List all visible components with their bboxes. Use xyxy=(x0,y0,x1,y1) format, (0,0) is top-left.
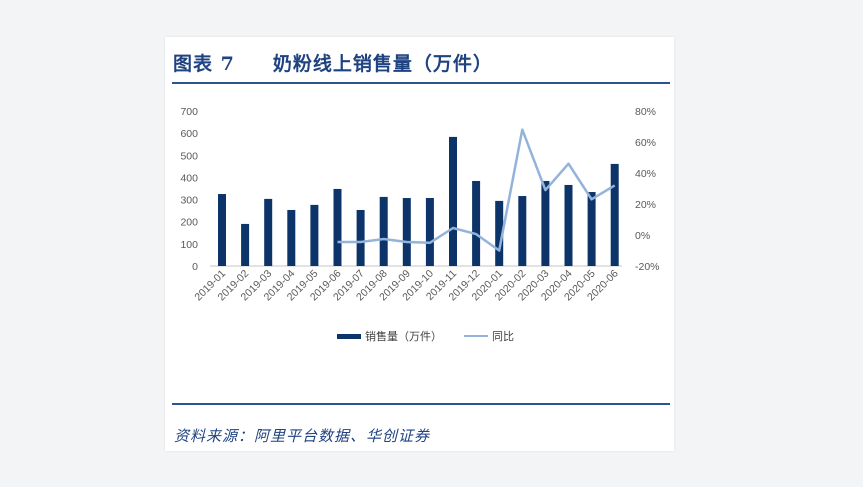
bar-2020-06 xyxy=(610,163,619,266)
bar-2019-03 xyxy=(264,198,273,266)
bar-2019-08 xyxy=(379,196,388,266)
chart-legend: 销售量（万件） 同比 xyxy=(337,328,514,344)
left-axis-tick: 600 xyxy=(180,128,198,140)
chart-area: 0 100 200 300 400 500 600 700 -20% 0% 20% 40% 60% 80%… xyxy=(180,106,660,303)
legend-bar-swatch xyxy=(337,333,361,339)
bar-2020-04 xyxy=(564,184,573,266)
legend-line-swatch xyxy=(464,335,488,337)
bar-2019-11 xyxy=(449,136,457,266)
right-axis-tick: 80% xyxy=(635,106,656,118)
right-axis-tick: 20% xyxy=(635,199,656,211)
figure-label: 图表 7 xyxy=(173,53,235,75)
bar-2020-01 xyxy=(495,200,504,266)
yoy-line xyxy=(337,128,616,252)
left-axis-tick: 300 xyxy=(180,195,198,207)
bar-2019-07 xyxy=(356,209,365,266)
bar-2019-12 xyxy=(472,180,481,266)
bar-2019-05 xyxy=(310,204,319,266)
bar-2019-10 xyxy=(425,198,434,266)
left-axis-tick: 400 xyxy=(180,172,198,184)
left-axis-tick: 100 xyxy=(180,239,198,251)
bar-2019-02 xyxy=(241,223,250,266)
bar-2020-02 xyxy=(518,196,527,266)
figure-title: 图表 7 奶粉线上销售量（万件） xyxy=(173,49,493,76)
legend-bar-label: 销售量（万件） xyxy=(365,331,442,343)
left-axis-tick: 200 xyxy=(180,217,198,229)
bar-2020-05 xyxy=(587,192,596,266)
bar-2019-04 xyxy=(287,209,296,266)
bar-2020-03 xyxy=(541,180,550,266)
source-note: 资料来源：阿里平台数据、华创证券 xyxy=(174,427,431,445)
right-axis-tick: 40% xyxy=(635,168,656,180)
right-axis-tick: 60% xyxy=(635,137,656,149)
right-axis-tick: 0% xyxy=(635,230,650,242)
left-axis-tick: 500 xyxy=(180,150,198,162)
left-axis-tick: 700 xyxy=(180,106,198,118)
bar-2019-06 xyxy=(333,188,342,266)
source-rule xyxy=(172,403,670,405)
figure-card: 图表 7 奶粉线上销售量（万件） 0 100 200 300 400 500 600 700 -… xyxy=(165,37,674,451)
bar-2019-01 xyxy=(218,194,226,266)
right-axis-tick: -20% xyxy=(635,261,660,273)
left-axis-tick: 0 xyxy=(192,261,198,273)
title-rule xyxy=(172,82,670,84)
bar-2019-09 xyxy=(402,198,411,266)
chart-title: 奶粉线上销售量（万件） xyxy=(272,53,493,75)
legend-line-label: 同比 xyxy=(492,331,514,343)
